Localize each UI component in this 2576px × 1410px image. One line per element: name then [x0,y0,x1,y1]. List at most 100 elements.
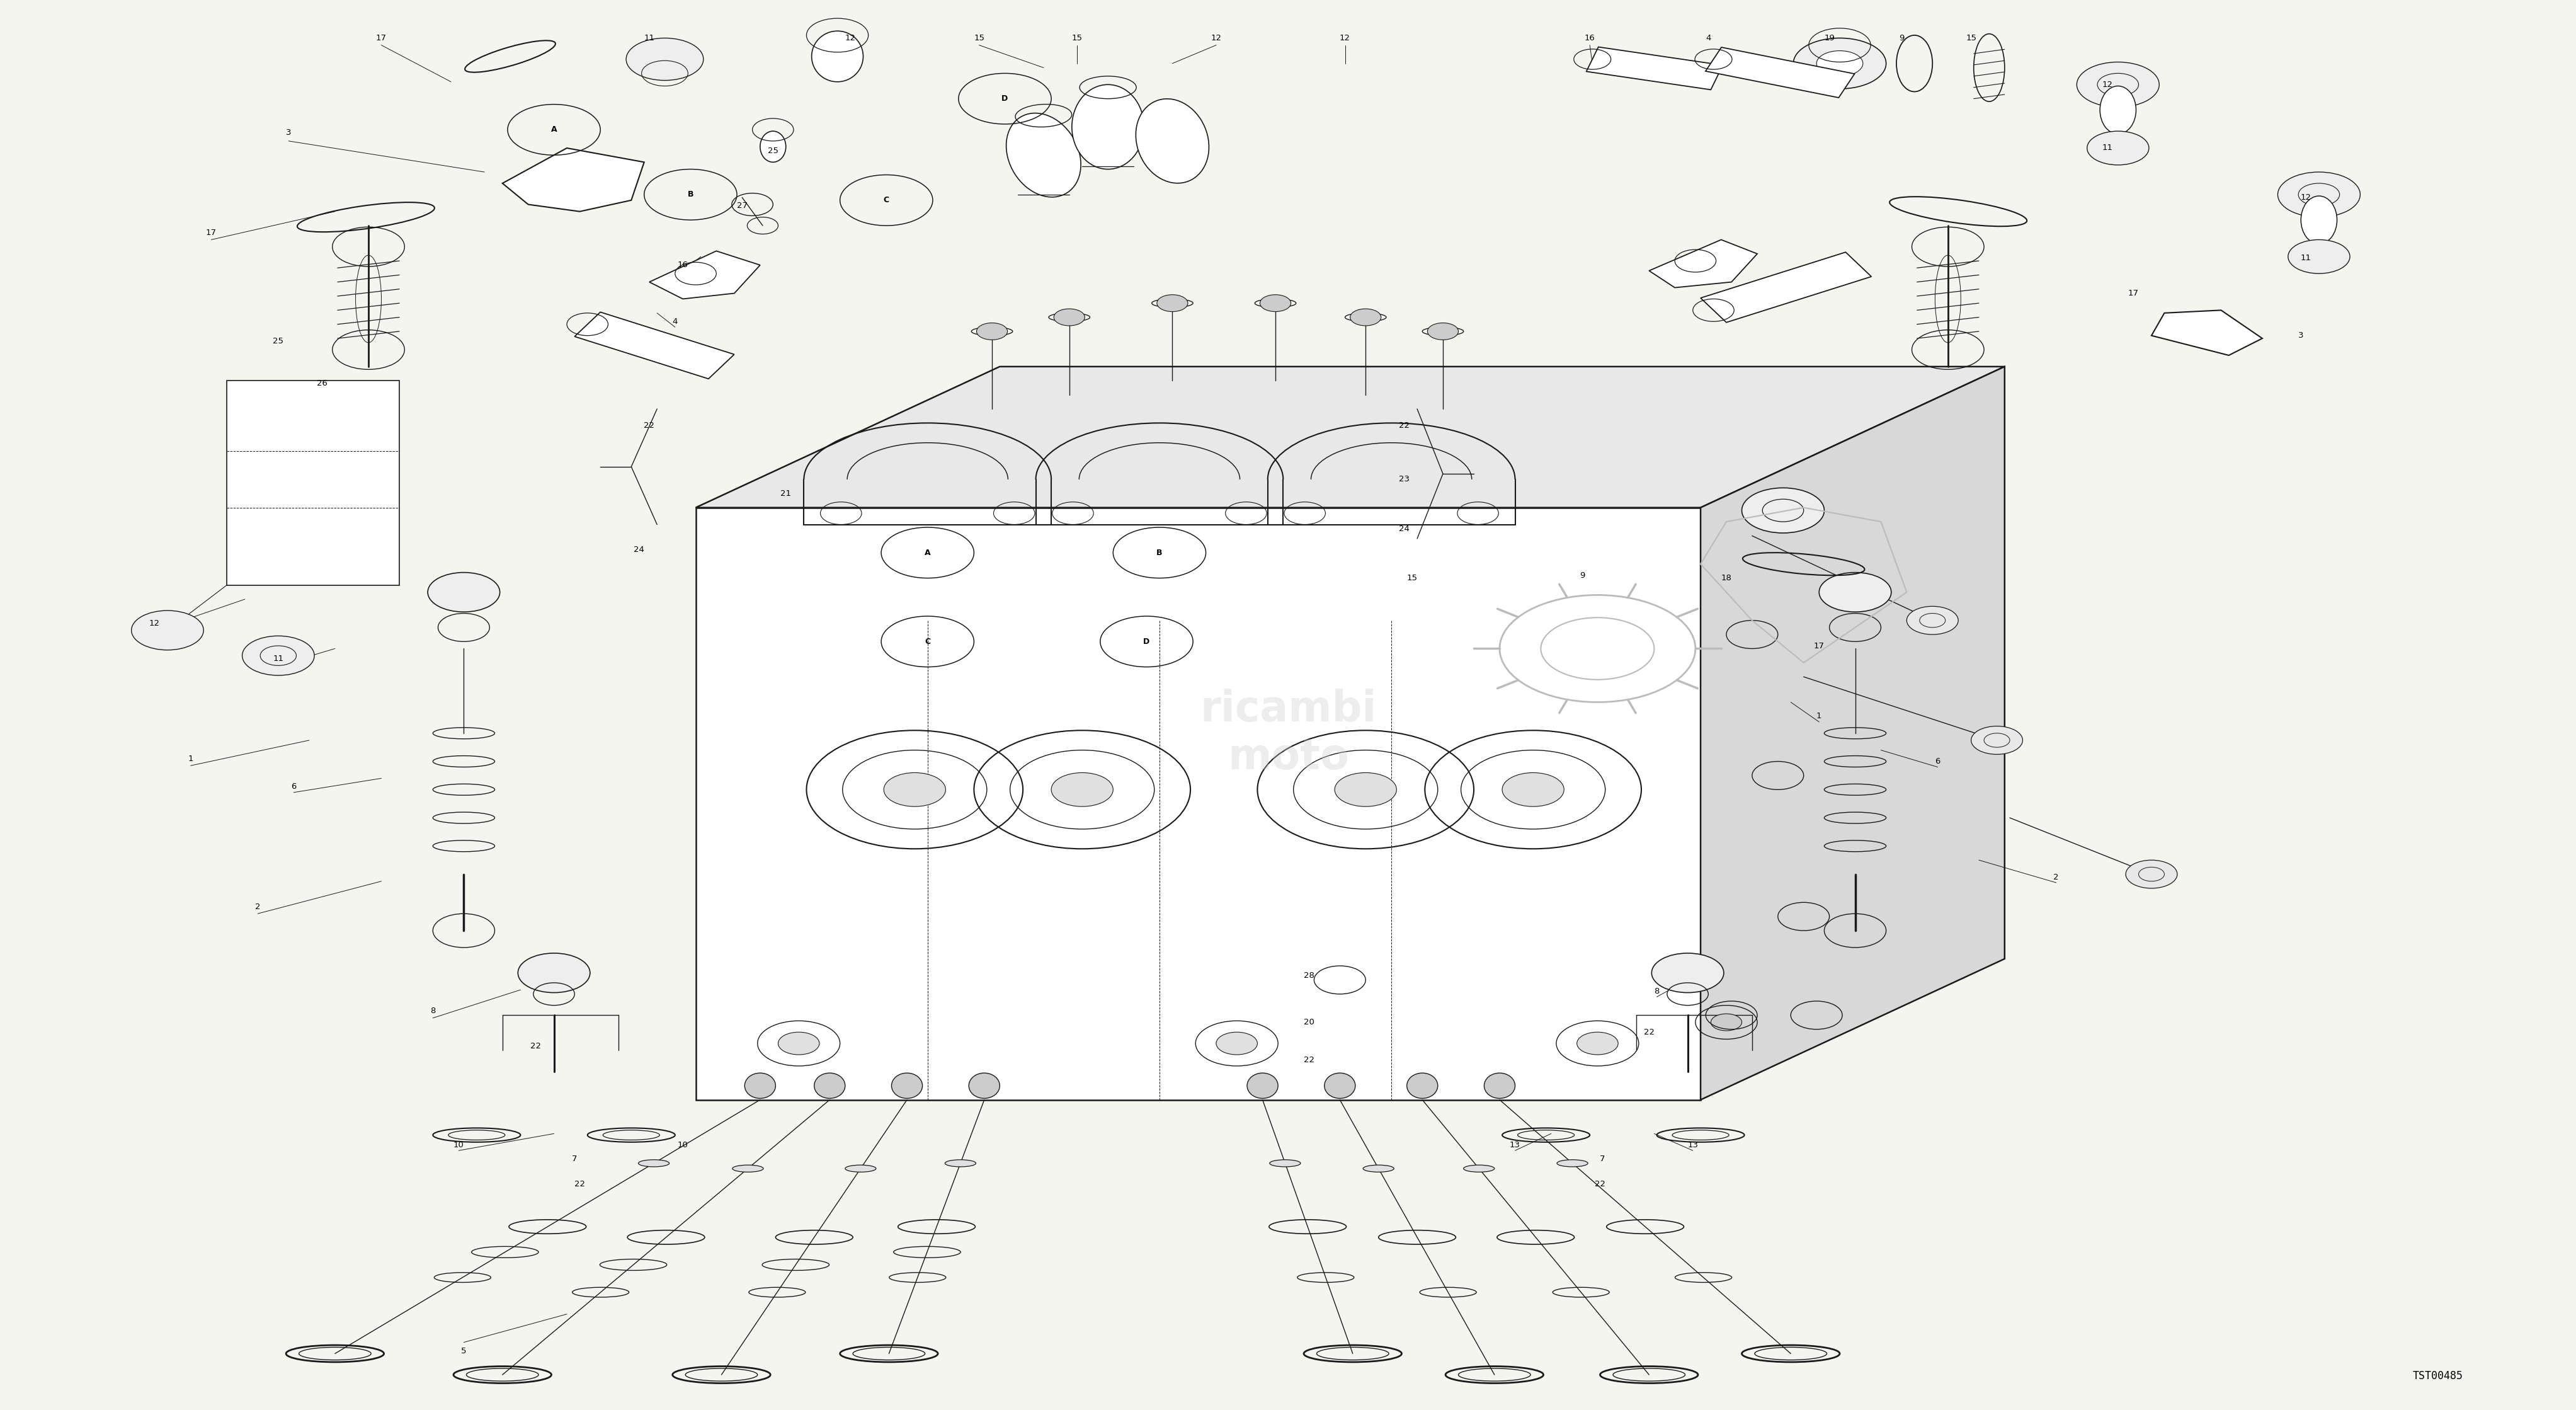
Ellipse shape [1072,85,1144,169]
Text: 9: 9 [1579,571,1584,580]
Text: 1: 1 [1816,712,1821,721]
Circle shape [626,38,703,80]
Text: ricambi
moto: ricambi moto [1200,688,1376,778]
Circle shape [428,572,500,612]
Circle shape [1906,606,1958,634]
Text: 12: 12 [845,34,855,42]
Text: 22: 22 [644,422,654,430]
Polygon shape [502,148,644,211]
Text: A: A [551,125,556,134]
Ellipse shape [1556,1159,1587,1167]
Text: 7: 7 [1600,1155,1605,1163]
Ellipse shape [1270,1159,1301,1167]
Circle shape [1051,773,1113,807]
Polygon shape [2151,310,2262,355]
Polygon shape [1705,48,1855,97]
Text: 6: 6 [1935,757,1940,766]
Text: 11: 11 [644,34,654,42]
Ellipse shape [814,1073,845,1098]
Circle shape [884,773,945,807]
Text: 8: 8 [1654,987,1659,995]
Text: 2: 2 [2053,873,2058,881]
Text: 17: 17 [2128,289,2138,298]
Text: 20: 20 [1303,1018,1314,1026]
Circle shape [1260,295,1291,312]
Text: 6: 6 [291,783,296,791]
Ellipse shape [1324,1073,1355,1098]
Text: 17: 17 [1814,642,1824,650]
Text: 19: 19 [1824,34,1834,42]
Polygon shape [1700,367,2004,1100]
Text: 22: 22 [1303,1056,1314,1065]
Text: 17: 17 [206,228,216,237]
Text: 8: 8 [430,1007,435,1015]
Text: 7: 7 [572,1155,577,1163]
Circle shape [2076,62,2159,107]
Text: D: D [1144,637,1149,646]
Text: 28: 28 [1303,971,1314,980]
Text: 17: 17 [376,34,386,42]
Circle shape [1741,488,1824,533]
Text: 9: 9 [1899,34,1904,42]
Text: B: B [1157,548,1162,557]
Circle shape [1816,51,1862,76]
Text: 16: 16 [1584,34,1595,42]
Ellipse shape [1136,99,1208,183]
Text: 11: 11 [2300,254,2311,262]
Text: 10: 10 [677,1141,688,1149]
Text: 22: 22 [574,1180,585,1189]
Ellipse shape [845,1165,876,1172]
Text: 15: 15 [1406,574,1417,582]
Text: 11: 11 [2102,144,2112,152]
Circle shape [1157,295,1188,312]
Text: TST00485: TST00485 [2411,1371,2463,1382]
Polygon shape [1700,252,1870,323]
Circle shape [1054,309,1084,326]
Text: 1: 1 [188,754,193,763]
Circle shape [1819,572,1891,612]
Ellipse shape [732,1165,762,1172]
Text: 4: 4 [1705,34,1710,42]
Text: 25: 25 [273,337,283,345]
Polygon shape [649,251,760,299]
Ellipse shape [639,1159,670,1167]
Text: 18: 18 [1721,574,1731,582]
Polygon shape [227,381,399,585]
Text: 23: 23 [1399,475,1409,484]
Polygon shape [1587,47,1723,90]
Text: 3: 3 [2298,331,2303,340]
Circle shape [1502,773,1564,807]
Text: A: A [925,548,930,557]
Circle shape [2125,860,2177,888]
Text: 24: 24 [634,546,644,554]
Text: D: D [1002,94,1007,103]
Circle shape [976,323,1007,340]
Circle shape [1793,38,1886,89]
Text: 13: 13 [1687,1141,1698,1149]
Text: 13: 13 [1510,1141,1520,1149]
Text: B: B [688,190,693,199]
Ellipse shape [945,1159,976,1167]
Circle shape [1651,953,1723,993]
Ellipse shape [760,131,786,162]
Text: 12: 12 [2300,193,2311,202]
Ellipse shape [969,1073,999,1098]
Polygon shape [696,508,1700,1100]
Text: 25: 25 [768,147,778,155]
Circle shape [1350,309,1381,326]
Circle shape [1971,726,2022,754]
Text: 12: 12 [1340,34,1350,42]
Polygon shape [1649,240,1757,288]
Text: 22: 22 [1595,1180,1605,1189]
Ellipse shape [1484,1073,1515,1098]
Ellipse shape [2300,196,2336,244]
Circle shape [518,953,590,993]
Text: 15: 15 [1965,34,1976,42]
Polygon shape [574,312,734,379]
Ellipse shape [1463,1165,1494,1172]
Text: 12: 12 [149,619,160,627]
Circle shape [2087,131,2148,165]
Circle shape [131,611,204,650]
Text: 4: 4 [672,317,677,326]
Circle shape [2287,240,2349,274]
